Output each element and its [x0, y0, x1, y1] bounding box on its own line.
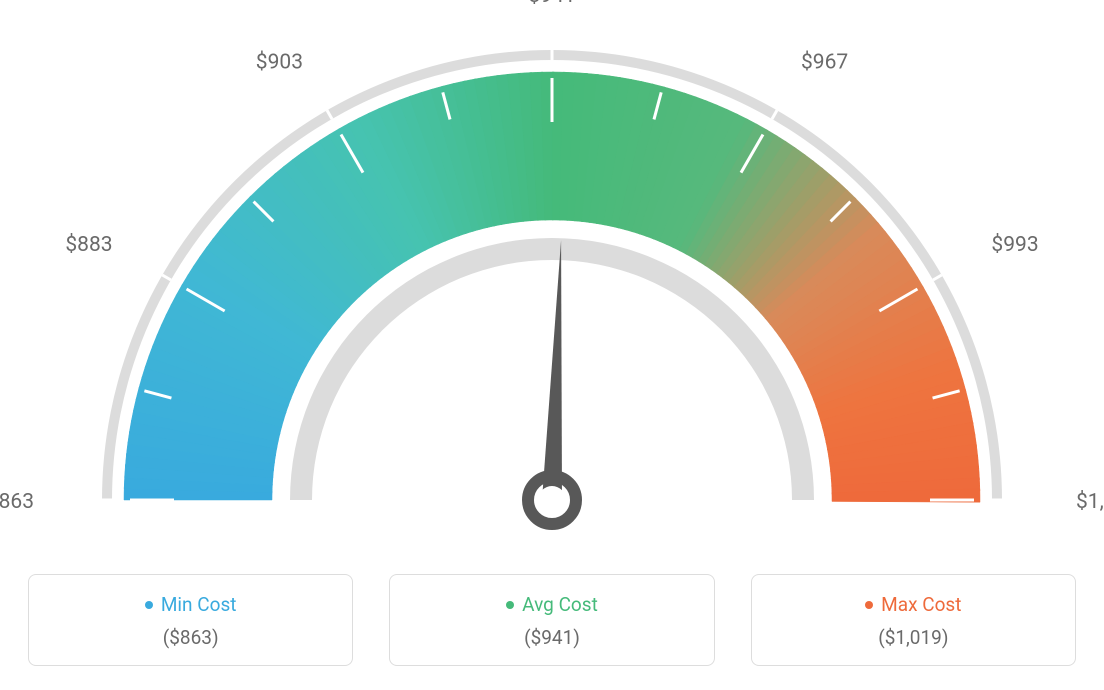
- legend-card-min: Min Cost ($863): [28, 574, 353, 666]
- tick-label: $1,019: [1076, 490, 1104, 514]
- tick-label: $863: [0, 490, 34, 514]
- needle-hub-inner: [538, 486, 566, 514]
- legend-value-max: ($1,019): [762, 626, 1065, 649]
- legend-title-text: Max Cost: [881, 593, 961, 616]
- legend-title-text: Min Cost: [161, 593, 237, 616]
- gauge-svg: $863 $883 $903 $941 $967 $993 $1,019: [0, 0, 1104, 560]
- tick-label: $941: [528, 0, 575, 8]
- legend-title-min: Min Cost: [145, 593, 237, 616]
- legend-value-avg: ($941): [400, 626, 703, 649]
- gauge-chart: $863 $883 $903 $941 $967 $993 $1,019: [0, 0, 1104, 560]
- legend-value-min: ($863): [39, 626, 342, 649]
- legend-dot-avg: [506, 601, 514, 609]
- legend-title-text: Avg Cost: [522, 593, 598, 616]
- legend-title-avg: Avg Cost: [506, 593, 598, 616]
- legend-card-avg: Avg Cost ($941): [389, 574, 714, 666]
- legend-dot-min: [145, 601, 153, 609]
- tick-label: $883: [65, 233, 112, 257]
- legend-dot-max: [865, 601, 873, 609]
- tick-label: $967: [801, 51, 848, 75]
- tick-label: $993: [991, 233, 1038, 257]
- legend-card-max: Max Cost ($1,019): [751, 574, 1076, 666]
- legend-row: Min Cost ($863) Avg Cost ($941) Max Cost ($1,…: [0, 574, 1104, 666]
- tick-label: $903: [256, 51, 303, 75]
- legend-title-max: Max Cost: [865, 593, 961, 616]
- needle: [542, 240, 562, 500]
